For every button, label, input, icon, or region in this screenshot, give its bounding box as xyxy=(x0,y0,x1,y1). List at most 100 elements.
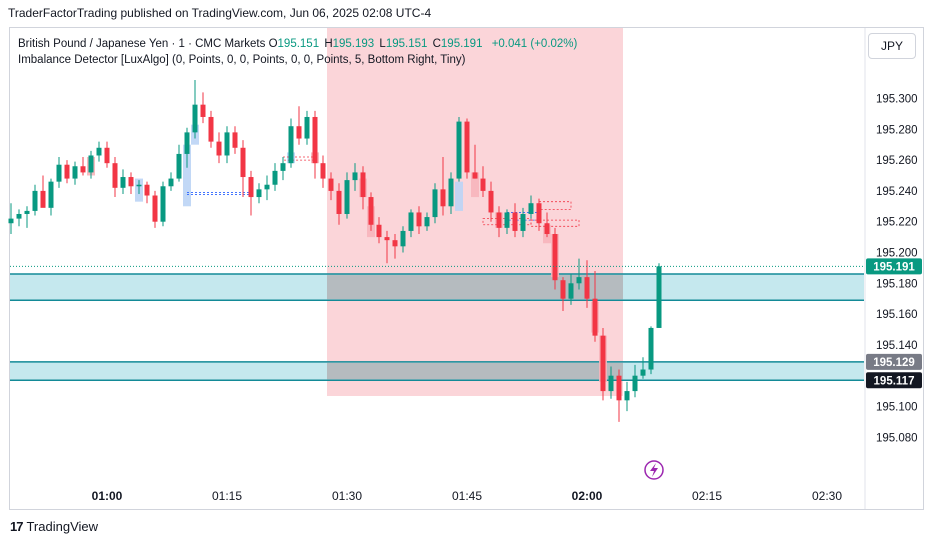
price-tick-label: 195.080 xyxy=(876,432,918,444)
candle-body xyxy=(8,218,14,224)
candle-body xyxy=(40,190,46,208)
candle-body xyxy=(456,121,462,179)
candle xyxy=(576,258,582,290)
candle-body xyxy=(328,178,334,191)
candle-body xyxy=(256,189,262,198)
time-axis: 01:00 01:15 01:30 01:45 02:00 02:15 02:30 xyxy=(92,489,843,503)
candle-body xyxy=(560,280,566,299)
candle xyxy=(432,183,438,224)
zone-overlap xyxy=(327,275,623,300)
time-tick-label: 01:15 xyxy=(212,489,242,503)
candle xyxy=(352,163,358,191)
candle-body xyxy=(448,178,454,207)
candle xyxy=(80,157,86,176)
candle-body xyxy=(56,164,62,182)
candle-body xyxy=(32,190,38,211)
imbalance-box xyxy=(183,144,191,207)
candle xyxy=(424,212,430,231)
candle xyxy=(248,170,254,216)
candle-body xyxy=(16,213,22,219)
price-tag-bg xyxy=(866,372,922,389)
candle-body xyxy=(24,210,30,214)
lightning-icon[interactable] xyxy=(644,460,664,480)
candle xyxy=(320,155,326,188)
candle xyxy=(288,118,294,168)
candle xyxy=(568,274,574,305)
candle-body xyxy=(480,178,486,191)
legend-close-label: C xyxy=(432,38,441,50)
candle-body xyxy=(120,177,126,188)
candle xyxy=(168,172,174,191)
candle-body xyxy=(360,172,366,198)
candle xyxy=(456,116,462,182)
legend-indicator[interactable]: Imbalance Detector [LuxAlgo] (0, Points,… xyxy=(18,54,466,66)
legend-low-label: L xyxy=(379,38,386,50)
candle-body xyxy=(536,203,542,224)
candle xyxy=(368,192,374,231)
candle xyxy=(64,160,70,184)
time-tick-label: 01:45 xyxy=(452,489,482,503)
price-tag-bg xyxy=(866,353,922,370)
candle-body xyxy=(488,190,494,213)
candle-body xyxy=(640,369,646,376)
candle xyxy=(592,270,598,342)
candle-body xyxy=(416,212,422,227)
candle-body xyxy=(304,116,310,139)
candle xyxy=(336,183,342,225)
candle xyxy=(208,110,214,148)
price-tag-label: 195.191 xyxy=(873,261,915,273)
session-zone-overlap-layer xyxy=(327,275,623,380)
candle xyxy=(144,181,150,204)
candle xyxy=(376,217,382,244)
candle xyxy=(584,260,590,308)
candle-body xyxy=(432,189,438,218)
candle-body xyxy=(368,197,374,225)
candle xyxy=(392,234,398,259)
candle xyxy=(40,175,46,208)
chart-frame xyxy=(9,27,924,510)
candle xyxy=(520,207,526,238)
candle-body xyxy=(576,277,582,284)
candle xyxy=(256,183,262,204)
candle xyxy=(104,141,110,168)
candle xyxy=(400,226,406,253)
candle xyxy=(624,381,630,412)
price-tags: 195.191 195.129 195.117 xyxy=(866,258,922,389)
candle-body xyxy=(464,121,470,173)
legend-symbol[interactable]: British Pound / Japanese Yen · 1 · CMC M… xyxy=(18,38,266,50)
price-tick-label: 195.220 xyxy=(876,217,918,229)
price-tick-label: 195.200 xyxy=(876,247,918,259)
candle xyxy=(632,364,638,398)
candle-body xyxy=(376,224,382,238)
price-tick-label: 195.260 xyxy=(876,155,918,167)
candle-body xyxy=(272,170,278,185)
candle-body xyxy=(440,189,446,207)
candle xyxy=(32,184,38,216)
candle xyxy=(152,190,158,228)
candle xyxy=(224,126,230,164)
legend-change: +0.041 (+0.02%) xyxy=(491,38,578,50)
currency-button[interactable]: JPY xyxy=(868,33,916,59)
legend-low-value: 195.151 xyxy=(385,38,428,50)
candle-body xyxy=(64,164,70,179)
price-tick-label: 195.140 xyxy=(876,340,918,352)
candle-body xyxy=(472,172,478,179)
tradingview-brand[interactable]: TradingView xyxy=(26,519,99,534)
candle-body xyxy=(352,172,358,181)
candle-body xyxy=(552,234,558,281)
candle xyxy=(504,209,510,235)
candle-body xyxy=(184,132,190,154)
candle xyxy=(176,144,182,182)
candles-layer xyxy=(8,80,864,422)
candle xyxy=(384,230,390,264)
candle xyxy=(552,227,558,290)
candle xyxy=(16,209,22,227)
candle-body xyxy=(608,375,614,392)
candle-body xyxy=(176,153,182,179)
candle-body xyxy=(96,147,102,156)
session-highlight xyxy=(327,28,623,396)
candle-body xyxy=(504,212,510,228)
candle xyxy=(120,169,126,194)
candle-body xyxy=(408,212,414,231)
